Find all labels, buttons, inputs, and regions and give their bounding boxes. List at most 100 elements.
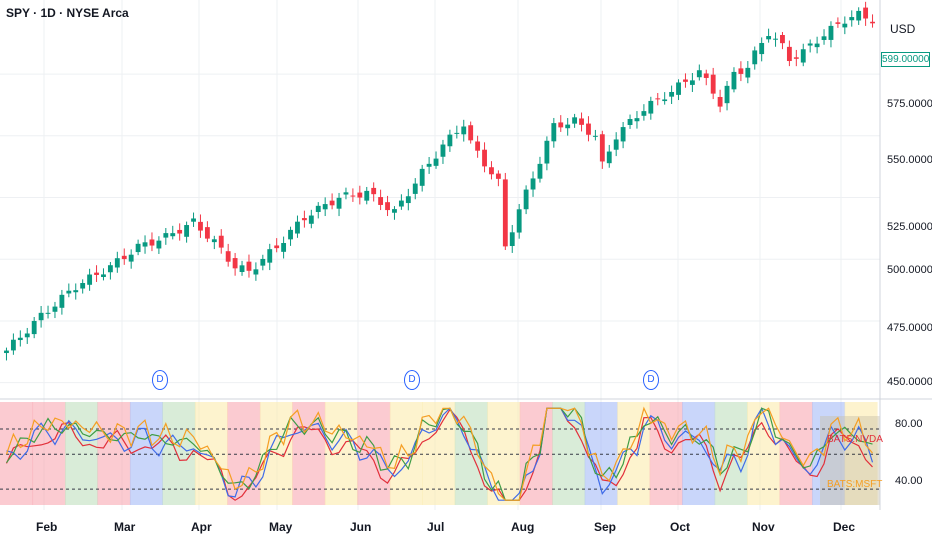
candle[interactable] xyxy=(627,114,633,129)
candle[interactable] xyxy=(440,139,446,164)
candle[interactable] xyxy=(780,31,785,50)
dividend-badge[interactable]: D xyxy=(404,370,420,390)
candle[interactable] xyxy=(461,119,467,142)
candle[interactable] xyxy=(336,192,342,217)
candle[interactable] xyxy=(696,64,702,81)
candle[interactable] xyxy=(703,69,709,86)
candle[interactable] xyxy=(523,185,529,215)
candle[interactable] xyxy=(163,227,169,245)
candle[interactable] xyxy=(572,113,578,128)
candle[interactable] xyxy=(343,187,349,200)
candle[interactable] xyxy=(267,243,273,271)
candle[interactable] xyxy=(45,305,51,319)
candle[interactable] xyxy=(101,268,106,281)
candle[interactable] xyxy=(579,112,584,132)
candle[interactable] xyxy=(620,122,626,149)
candle[interactable] xyxy=(87,268,93,291)
candle[interactable] xyxy=(225,243,231,267)
candle[interactable] xyxy=(66,283,72,298)
candle[interactable] xyxy=(863,1,869,26)
candle[interactable] xyxy=(599,130,605,169)
candle[interactable] xyxy=(786,40,792,67)
candle[interactable] xyxy=(475,135,481,158)
candle[interactable] xyxy=(232,252,238,276)
candle[interactable] xyxy=(378,189,384,211)
candle[interactable] xyxy=(204,221,210,243)
candle[interactable] xyxy=(551,117,557,148)
candle[interactable] xyxy=(274,238,280,253)
candle[interactable] xyxy=(586,116,591,142)
candle[interactable] xyxy=(662,92,668,105)
candle[interactable] xyxy=(689,72,695,92)
candle[interactable] xyxy=(38,305,44,328)
candle[interactable] xyxy=(184,221,190,243)
price-axis[interactable]: 575.00000 550.00000 525.00000 500.00000 … xyxy=(887,98,932,388)
candle[interactable] xyxy=(793,49,799,67)
candle[interactable] xyxy=(509,224,515,253)
candle[interactable] xyxy=(828,21,834,48)
candle[interactable] xyxy=(752,46,758,70)
candle[interactable] xyxy=(31,317,37,339)
candle[interactable] xyxy=(412,178,418,200)
candle[interactable] xyxy=(385,195,390,217)
candle[interactable] xyxy=(371,182,377,202)
candle[interactable] xyxy=(849,10,855,27)
candle[interactable] xyxy=(495,170,501,187)
candle[interactable] xyxy=(482,142,487,173)
dividend-badge[interactable]: D xyxy=(643,370,659,390)
candle[interactable] xyxy=(592,129,598,141)
oscillator-line-red[interactable] xyxy=(5,407,873,501)
candle[interactable] xyxy=(107,261,113,280)
candle[interactable] xyxy=(870,14,875,28)
candle[interactable] xyxy=(301,210,307,228)
candle[interactable] xyxy=(613,132,619,157)
candle[interactable] xyxy=(807,39,813,53)
candle[interactable] xyxy=(191,212,196,227)
oscillator-line-green[interactable] xyxy=(6,407,873,501)
candle[interactable] xyxy=(669,85,675,104)
candle[interactable] xyxy=(218,229,224,254)
candle[interactable] xyxy=(94,265,99,282)
candle[interactable] xyxy=(683,73,688,88)
candle[interactable] xyxy=(738,61,744,82)
candle[interactable] xyxy=(821,29,827,45)
candle[interactable] xyxy=(350,188,356,202)
candle[interactable] xyxy=(398,194,404,210)
candle[interactable] xyxy=(731,67,737,93)
candle[interactable] xyxy=(766,28,772,43)
candle[interactable] xyxy=(447,129,453,152)
candle[interactable] xyxy=(800,43,806,67)
oscillator-line-blue[interactable] xyxy=(6,406,874,501)
candle[interactable] xyxy=(246,254,252,278)
dividend-badge[interactable]: D xyxy=(152,370,168,390)
currency-label[interactable]: USD xyxy=(890,22,916,36)
candle[interactable] xyxy=(606,144,612,168)
candle[interactable] xyxy=(253,262,259,281)
candle[interactable] xyxy=(315,202,321,219)
candle[interactable] xyxy=(281,236,287,259)
candle[interactable] xyxy=(759,37,765,62)
candle[interactable] xyxy=(364,186,370,205)
candle[interactable] xyxy=(239,260,245,276)
candle[interactable] xyxy=(149,232,155,252)
candle[interactable] xyxy=(426,157,432,174)
symbol-title[interactable]: SPY · 1D · NYSE Arca xyxy=(6,6,129,20)
candle[interactable] xyxy=(295,215,300,238)
candle[interactable] xyxy=(842,16,848,35)
candle[interactable] xyxy=(454,125,460,139)
candle[interactable] xyxy=(724,81,730,111)
candle[interactable] xyxy=(59,289,65,315)
candle[interactable] xyxy=(558,115,564,132)
candle[interactable] xyxy=(634,111,640,129)
candle[interactable] xyxy=(177,223,183,241)
candle[interactable] xyxy=(288,226,293,246)
candle[interactable] xyxy=(773,32,778,47)
time-axis[interactable]: Feb Mar Apr May Jun Jul Aug Sep Oct Nov … xyxy=(36,520,855,534)
candle[interactable] xyxy=(142,235,148,254)
candle[interactable] xyxy=(10,333,16,355)
candle[interactable] xyxy=(4,347,9,361)
candle[interactable] xyxy=(433,151,439,169)
candle[interactable] xyxy=(648,96,654,120)
candle[interactable] xyxy=(73,283,79,300)
candle[interactable] xyxy=(655,93,661,106)
